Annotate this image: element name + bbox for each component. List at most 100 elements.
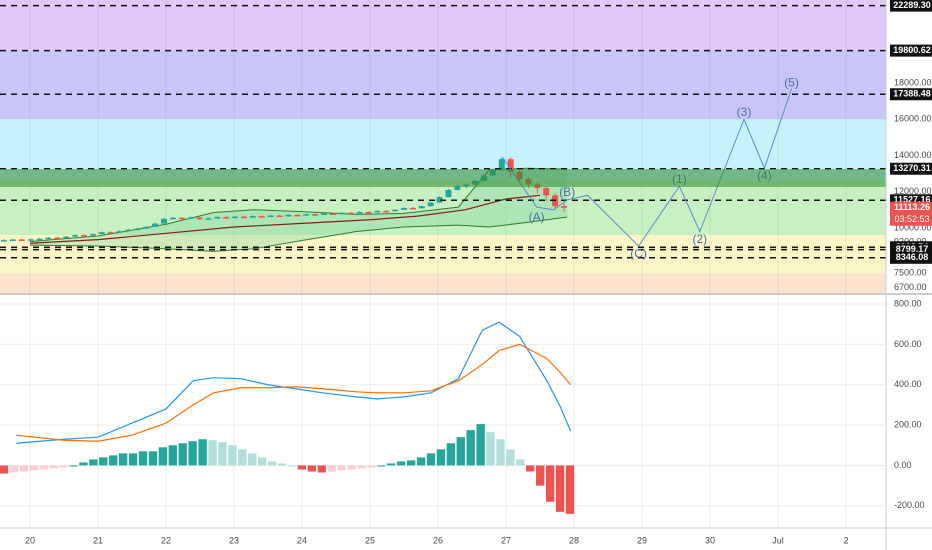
indicator-tick-label: 200.00 xyxy=(894,419,922,429)
candle xyxy=(241,215,247,219)
candle xyxy=(285,214,292,217)
price-band-4 xyxy=(0,235,886,274)
candle xyxy=(178,217,185,220)
candle xyxy=(312,213,319,216)
candle-body xyxy=(401,207,407,210)
histogram-bar xyxy=(416,457,426,466)
histogram-bar xyxy=(555,465,565,512)
candle-body xyxy=(338,212,345,215)
candle-body xyxy=(258,216,265,218)
histogram-bar xyxy=(79,462,88,466)
histogram-bar xyxy=(337,465,346,471)
histogram-bar xyxy=(228,445,237,466)
time-tick-label: 25 xyxy=(365,535,375,545)
candle-body xyxy=(374,210,381,213)
candle xyxy=(303,213,310,216)
candle-body xyxy=(241,216,247,219)
level-tag-text: 19800.62 xyxy=(893,45,931,55)
moving-average-line xyxy=(29,194,541,244)
candle xyxy=(401,207,407,211)
indicator-grid xyxy=(0,294,886,528)
histogram-bar xyxy=(168,445,177,466)
histogram-bar xyxy=(218,442,227,466)
candle xyxy=(347,211,354,215)
candle xyxy=(498,157,505,171)
histogram-bar xyxy=(307,465,316,472)
candle xyxy=(36,238,43,241)
histogram-bar xyxy=(188,441,197,466)
candle xyxy=(116,230,123,233)
candle xyxy=(161,217,167,224)
histogram-bar xyxy=(536,465,545,486)
candle-body xyxy=(178,217,185,220)
histogram-bar xyxy=(267,461,277,466)
candle xyxy=(18,238,25,241)
time-tick-label: 23 xyxy=(229,535,239,545)
histogram-bar xyxy=(198,439,207,466)
histogram-bar xyxy=(545,465,555,502)
wave-label: (3) xyxy=(737,105,752,119)
histogram-bar xyxy=(516,459,525,466)
price-tick-label: 12000.00 xyxy=(894,186,932,196)
candle xyxy=(294,214,301,217)
candle-body xyxy=(498,159,505,171)
candle-body xyxy=(27,239,34,241)
histogram-bar xyxy=(178,443,187,466)
candle-body xyxy=(454,186,461,190)
candle xyxy=(187,216,194,219)
horizontal-levels xyxy=(0,4,886,259)
candle xyxy=(365,211,372,214)
candle-body xyxy=(321,213,327,215)
histogram-bar xyxy=(19,465,29,472)
time-tick-label: 29 xyxy=(637,535,647,545)
wave-path xyxy=(502,88,793,247)
candle xyxy=(232,215,239,219)
price-tick-label: 10000.00 xyxy=(894,222,932,232)
candle-body xyxy=(294,214,301,217)
histogram-bar xyxy=(446,443,456,466)
candle xyxy=(214,216,221,219)
candle-body xyxy=(18,239,25,241)
candle xyxy=(561,203,567,212)
candle xyxy=(81,234,87,237)
candle-body xyxy=(249,216,256,218)
candle-body xyxy=(89,234,96,236)
histogram-bar xyxy=(238,449,247,466)
candle-body xyxy=(285,214,292,217)
indicator-axis: 800.00 600.00 400.00 200.00 0.00 -200.00 xyxy=(886,295,932,528)
candle xyxy=(392,209,399,212)
candle-body xyxy=(409,207,416,210)
histogram-bar xyxy=(317,465,326,473)
candle-body xyxy=(125,229,132,232)
level-tag-bg xyxy=(890,162,932,175)
time-tick-label: 30 xyxy=(705,535,715,545)
countdown-text: 03:52:53 xyxy=(894,214,929,224)
histogram-bar xyxy=(208,440,217,466)
candle xyxy=(383,210,390,213)
histogram-bar xyxy=(526,465,535,472)
level-tag-text: 8799.17 xyxy=(896,244,929,254)
histogram-bar xyxy=(297,465,307,470)
candle xyxy=(249,215,256,218)
histogram-bar xyxy=(387,463,396,466)
level-tag-bg xyxy=(890,0,932,12)
candle xyxy=(267,214,274,218)
candle-body xyxy=(134,228,141,231)
level-tag-bg xyxy=(890,251,932,264)
histogram-bar xyxy=(59,465,68,468)
indicator-tick-label: 600.00 xyxy=(894,339,922,349)
wave-label: (C) xyxy=(630,246,647,260)
macd-histogram xyxy=(0,424,575,514)
level-price-tag: 13270.31 xyxy=(890,162,932,175)
histogram-bar xyxy=(118,453,128,466)
time-tick-label: 26 xyxy=(433,535,443,545)
price-grid xyxy=(29,0,847,293)
histogram-bar xyxy=(456,437,465,466)
histogram-bar xyxy=(158,447,168,466)
candle-body xyxy=(436,197,443,203)
candle xyxy=(152,222,159,228)
indicator-tick-label: 400.00 xyxy=(894,379,922,389)
level-tag-text: 8346.08 xyxy=(896,252,929,262)
